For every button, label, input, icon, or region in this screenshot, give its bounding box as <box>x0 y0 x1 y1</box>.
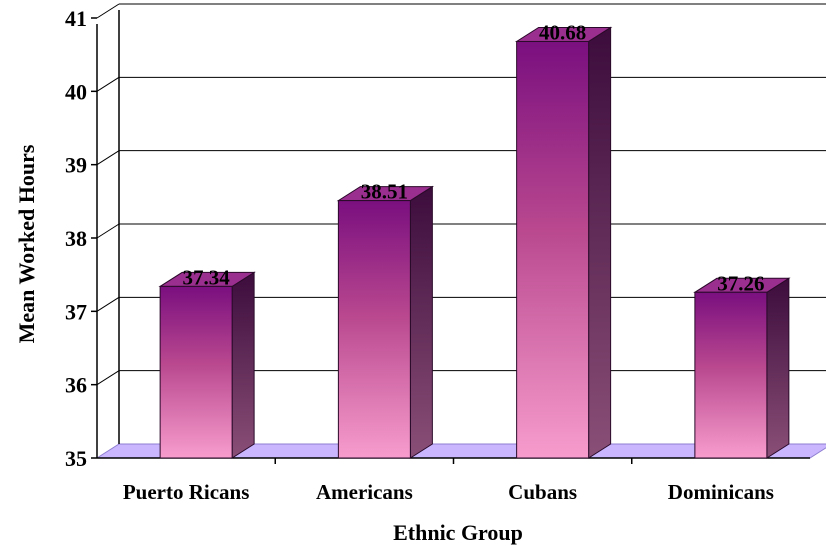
y-tick-label: 37 <box>65 299 87 324</box>
bar <box>694 291 768 459</box>
bars <box>158 26 791 459</box>
x-tick-label: Puerto Ricans <box>123 480 250 504</box>
gridline-diagonal <box>96 296 120 312</box>
gridline-diagonal <box>96 370 120 386</box>
bar-side <box>588 26 612 459</box>
bar-value-label: 38.51 <box>361 180 408 204</box>
bar-side <box>231 271 255 459</box>
bar <box>159 285 233 459</box>
y-tick-label: 38 <box>65 226 87 251</box>
y-tick-label: 41 <box>65 6 87 31</box>
gridline-diagonal <box>96 76 120 92</box>
y-axis-title: Mean Worked Hours <box>14 144 39 343</box>
bar-value-label: 37.34 <box>183 265 231 289</box>
gridline-diagonal <box>96 223 120 239</box>
bar-side <box>409 185 433 459</box>
bar <box>516 40 590 459</box>
x-tick-label: Americans <box>316 480 413 504</box>
bar-value-label: 40.68 <box>539 20 586 44</box>
y-tick-label: 39 <box>65 153 87 178</box>
bar <box>337 200 411 459</box>
x-axis-title: Ethnic Group <box>393 520 523 545</box>
gridline-diagonal <box>96 150 120 166</box>
y-tick-label: 40 <box>65 79 87 104</box>
x-tick-label: Cubans <box>508 480 577 504</box>
bar-side <box>766 277 790 459</box>
y-tick-label: 36 <box>65 373 87 398</box>
labels: 35 36 37 38 39 40 41 37.34 Puerto Ricans 38.51 Ame… <box>65 6 774 504</box>
x-tick-label: Dominicans <box>668 480 774 504</box>
bar-value-label: 37.26 <box>717 271 764 295</box>
gridline-diagonal <box>96 3 120 19</box>
y-tick-label: 35 <box>65 446 87 471</box>
